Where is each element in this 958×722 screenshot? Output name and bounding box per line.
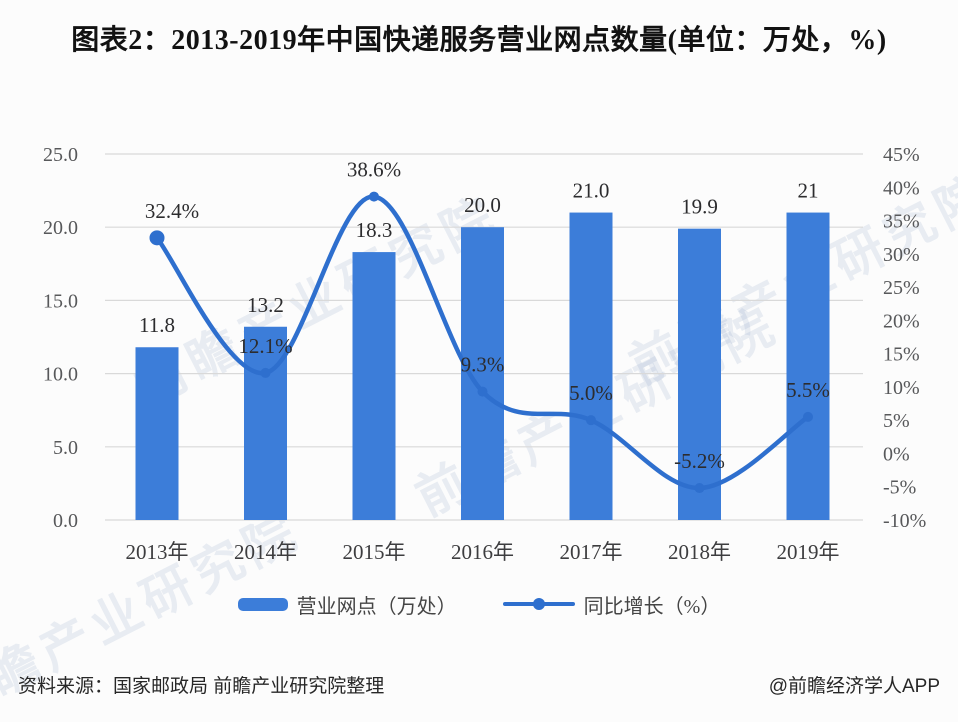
legend-label-bar-series: 营业网点（万处） xyxy=(296,595,457,618)
bar-value-label: 13.2 xyxy=(247,293,284,317)
bar xyxy=(786,212,830,520)
right-axis-tick: 25% xyxy=(883,277,920,299)
line-marker xyxy=(149,230,165,246)
left-axis-tick: 25.0 xyxy=(43,144,78,166)
right-axis-tick: 45% xyxy=(883,144,920,166)
x-axis-label: 2015年 xyxy=(343,540,406,564)
x-axis-label: 2014年 xyxy=(234,540,297,564)
line-value-label: 5.0% xyxy=(569,381,613,405)
right-axis-tick: 30% xyxy=(883,244,920,266)
line-marker xyxy=(477,386,488,397)
bar-value-label: 21.0 xyxy=(573,179,610,203)
left-axis-tick: 10.0 xyxy=(43,364,78,386)
legend-item-line-series: 同比增长（%） xyxy=(502,590,721,619)
line-marker xyxy=(803,411,813,422)
legend-item-bar-series: 营业网点（万处） xyxy=(237,590,457,619)
right-axis-tick: 20% xyxy=(883,310,920,332)
line-value-label: 32.4% xyxy=(145,199,199,223)
bar-value-label: 18.3 xyxy=(356,218,393,242)
line-value-label: -5.2% xyxy=(674,449,725,473)
line-value-label: 38.6% xyxy=(347,158,401,182)
right-axis-tick: 40% xyxy=(883,177,920,199)
bar xyxy=(135,347,179,520)
footer: 资料来源：国家邮政局 前瞻产业研究院整理 @前瞻经济学人APP xyxy=(0,656,958,712)
left-axis-tick: 0.0 xyxy=(53,510,78,532)
legend-label-line-series: 同比增长（%） xyxy=(583,595,721,618)
bar xyxy=(678,228,721,520)
left-axis-tick: 5.0 xyxy=(53,437,78,459)
left-axis-tick: 20.0 xyxy=(43,217,78,239)
x-axis-label: 2016年 xyxy=(451,540,514,564)
bar-value-label: 19.9 xyxy=(681,195,718,219)
line-value-label: 5.5% xyxy=(786,378,830,402)
bar-value-label: 21 xyxy=(798,179,819,203)
line-marker xyxy=(694,483,705,494)
right-axis-tick: 15% xyxy=(883,344,920,366)
bar xyxy=(352,252,396,520)
right-axis-tick: 5% xyxy=(883,410,910,432)
right-axis-tick: 0% xyxy=(883,443,910,465)
bar-value-label: 11.8 xyxy=(139,313,175,337)
right-axis-tick: -10% xyxy=(883,510,926,532)
x-axis-label: 2017年 xyxy=(560,540,623,564)
credit-note: @前瞻经济学人APP xyxy=(768,675,940,697)
bar-value-label: 20.0 xyxy=(464,193,501,217)
chart-legend: 营业网点（万处） 同比增长（%） xyxy=(0,586,958,622)
line-series-swatch-icon xyxy=(502,597,575,611)
x-axis-label: 2019年 xyxy=(777,540,840,564)
right-axis-tick: 10% xyxy=(883,377,920,399)
source-note: 资料来源：国家邮政局 前瞻产业研究院整理 xyxy=(18,675,385,697)
right-axis-tick: 35% xyxy=(883,211,920,233)
left-axis-tick: 15.0 xyxy=(43,290,78,312)
bar xyxy=(569,212,613,520)
line-marker xyxy=(586,415,596,426)
right-axis-tick: -5% xyxy=(883,477,916,499)
x-axis-label: 2013年 xyxy=(126,540,189,564)
line-marker xyxy=(369,191,379,202)
line-value-label: 9.3% xyxy=(461,353,505,377)
x-axis-label: 2018年 xyxy=(668,540,731,564)
line-marker xyxy=(260,367,271,378)
line-value-label: 12.1% xyxy=(238,334,292,358)
bar-series-swatch-icon xyxy=(237,597,288,611)
chart-title: 图表2：2013-2019年中国快递服务营业网点数量(单位：万处，%) xyxy=(71,25,887,56)
